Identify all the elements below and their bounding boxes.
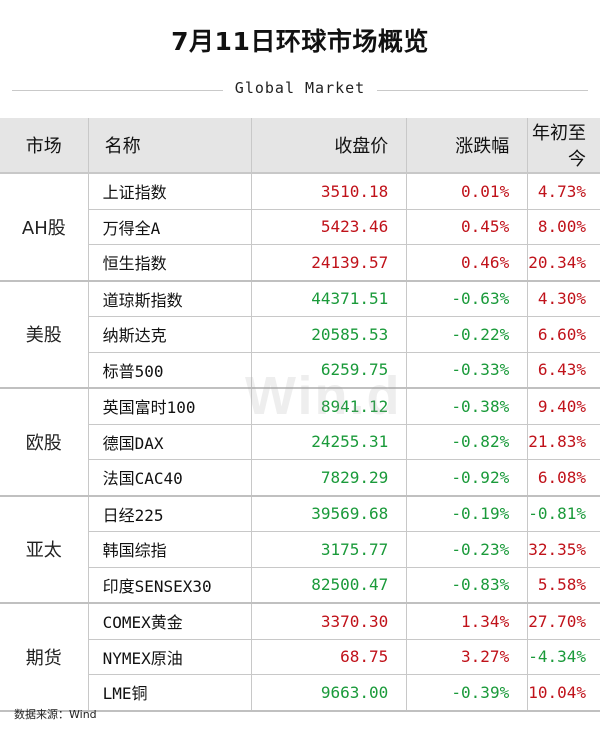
change-pct: -0.33% xyxy=(406,352,528,389)
change-pct: -0.63% xyxy=(406,280,528,317)
close-price: 3510.18 xyxy=(250,173,407,210)
close-price: 20585.53 xyxy=(250,316,407,353)
change-pct: 0.46% xyxy=(406,244,528,282)
change-pct: 0.45% xyxy=(406,209,528,245)
market-cell: 亚太 xyxy=(0,495,89,604)
change-pct: -0.39% xyxy=(406,674,528,712)
change-pct: 0.01% xyxy=(406,173,528,210)
index-name: 印度SENSEX30 xyxy=(88,567,252,604)
close-price: 5423.46 xyxy=(250,209,407,245)
ytd-pct: -0.81% xyxy=(527,495,600,532)
close-price: 9663.00 xyxy=(250,674,407,712)
table-row: 标普500 6259.75 -0.33% 6.43% xyxy=(0,352,600,389)
table-header-row: 市场 名称 收盘价 涨跌幅 年初至今 xyxy=(0,118,600,174)
header-name: 名称 xyxy=(88,118,252,174)
index-name: NYMEX原油 xyxy=(88,639,252,675)
ytd-pct: 8.00% xyxy=(527,209,600,245)
market-cell: 期货 xyxy=(0,603,89,712)
index-name: 法国CAC40 xyxy=(88,459,252,497)
table-row: 恒生指数 24139.57 0.46% 20.34% xyxy=(0,244,600,282)
subtitle-wrap: Global Market xyxy=(0,78,600,97)
market-cell: 欧股 xyxy=(0,388,89,497)
table-row: 德国DAX 24255.31 -0.82% 21.83% xyxy=(0,424,600,460)
market-cell: AH股 xyxy=(0,173,89,282)
header-ytd: 年初至今 xyxy=(527,118,600,174)
header-change: 涨跌幅 xyxy=(406,118,528,174)
index-name: LME铜 xyxy=(88,674,252,712)
index-name: 德国DAX xyxy=(88,424,252,460)
index-name: 恒生指数 xyxy=(88,244,252,282)
ytd-pct: 27.70% xyxy=(527,603,600,640)
ytd-pct: -4.34% xyxy=(527,639,600,675)
page-title: 7月11日环球市场概览 xyxy=(171,27,429,56)
close-price: 24139.57 xyxy=(250,244,407,282)
table-row: 亚太 日经225 39569.68 -0.19% -0.81% xyxy=(0,495,600,604)
close-price: 6259.75 xyxy=(250,352,407,389)
change-pct: -0.82% xyxy=(406,424,528,460)
ytd-pct: 32.35% xyxy=(527,531,600,568)
ytd-pct: 5.58% xyxy=(527,567,600,604)
index-name: 韩国综指 xyxy=(88,531,252,568)
header-close: 收盘价 xyxy=(250,118,407,174)
index-name: 标普500 xyxy=(88,352,252,389)
index-name: 上证指数 xyxy=(88,173,252,210)
ytd-pct: 20.34% xyxy=(527,244,600,282)
close-price: 3370.30 xyxy=(250,603,407,640)
close-price: 39569.68 xyxy=(250,495,407,532)
table-row: 韩国综指 3175.77 -0.23% 32.35% xyxy=(0,531,600,568)
change-pct: 1.34% xyxy=(406,603,528,640)
close-price: 44371.51 xyxy=(250,280,407,317)
header-market: 市场 xyxy=(0,118,89,174)
ytd-pct: 4.30% xyxy=(527,280,600,317)
close-price: 8941.12 xyxy=(250,388,407,425)
table-row: NYMEX原油 68.75 3.27% -4.34% xyxy=(0,639,600,675)
change-pct: -0.83% xyxy=(406,567,528,604)
close-price: 7829.29 xyxy=(250,459,407,497)
table-row: 期货 COMEX黄金 3370.30 1.34% 27.70% xyxy=(0,603,600,712)
table-row: LME铜 9663.00 -0.39% 10.04% xyxy=(0,674,600,712)
close-price: 82500.47 xyxy=(250,567,407,604)
ytd-pct: 6.60% xyxy=(527,316,600,353)
index-name: 英国富时100 xyxy=(88,388,252,425)
ytd-pct: 9.40% xyxy=(527,388,600,425)
table-body: AH股 上证指数 3510.18 0.01% 4.73% 万得全A 5423.46 0.45%… xyxy=(0,173,600,712)
change-pct: -0.22% xyxy=(406,316,528,353)
change-pct: -0.23% xyxy=(406,531,528,568)
table-row: 万得全A 5423.46 0.45% 8.00% xyxy=(0,209,600,245)
change-pct: 3.27% xyxy=(406,639,528,675)
data-source: 数据来源：Wind xyxy=(14,708,97,721)
close-price: 68.75 xyxy=(250,639,407,675)
index-name: 日经225 xyxy=(88,495,252,532)
ytd-pct: 21.83% xyxy=(527,424,600,460)
ytd-pct: 6.43% xyxy=(527,352,600,389)
close-price: 3175.77 xyxy=(250,531,407,568)
table-row: 法国CAC40 7829.29 -0.92% 6.08% xyxy=(0,459,600,497)
change-pct: -0.38% xyxy=(406,388,528,425)
ytd-pct: 10.04% xyxy=(527,674,600,712)
close-price: 24255.31 xyxy=(250,424,407,460)
market-table: 市场 名称 收盘价 涨跌幅 年初至今 AH股 上证指数 3510.18 0.01% 4.… xyxy=(0,118,600,712)
market-cell: 美股 xyxy=(0,280,89,389)
index-name: 万得全A xyxy=(88,209,252,245)
change-pct: -0.19% xyxy=(406,495,528,532)
table-row: 欧股 英国富时100 8941.12 -0.38% 9.40% xyxy=(0,388,600,497)
change-pct: -0.92% xyxy=(406,459,528,497)
index-name: 纳斯达克 xyxy=(88,316,252,353)
table-row: 纳斯达克 20585.53 -0.22% 6.60% xyxy=(0,316,600,353)
ytd-pct: 4.73% xyxy=(527,173,600,210)
table-row: 美股 道琼斯指数 44371.51 -0.63% 4.30% xyxy=(0,280,600,389)
table-row: AH股 上证指数 3510.18 0.01% 4.73% xyxy=(0,173,600,282)
index-name: 道琼斯指数 xyxy=(88,280,252,317)
index-name: COMEX黄金 xyxy=(88,603,252,640)
table-row: 印度SENSEX30 82500.47 -0.83% 5.58% xyxy=(0,567,600,604)
subtitle: Global Market xyxy=(222,79,378,97)
ytd-pct: 6.08% xyxy=(527,459,600,497)
